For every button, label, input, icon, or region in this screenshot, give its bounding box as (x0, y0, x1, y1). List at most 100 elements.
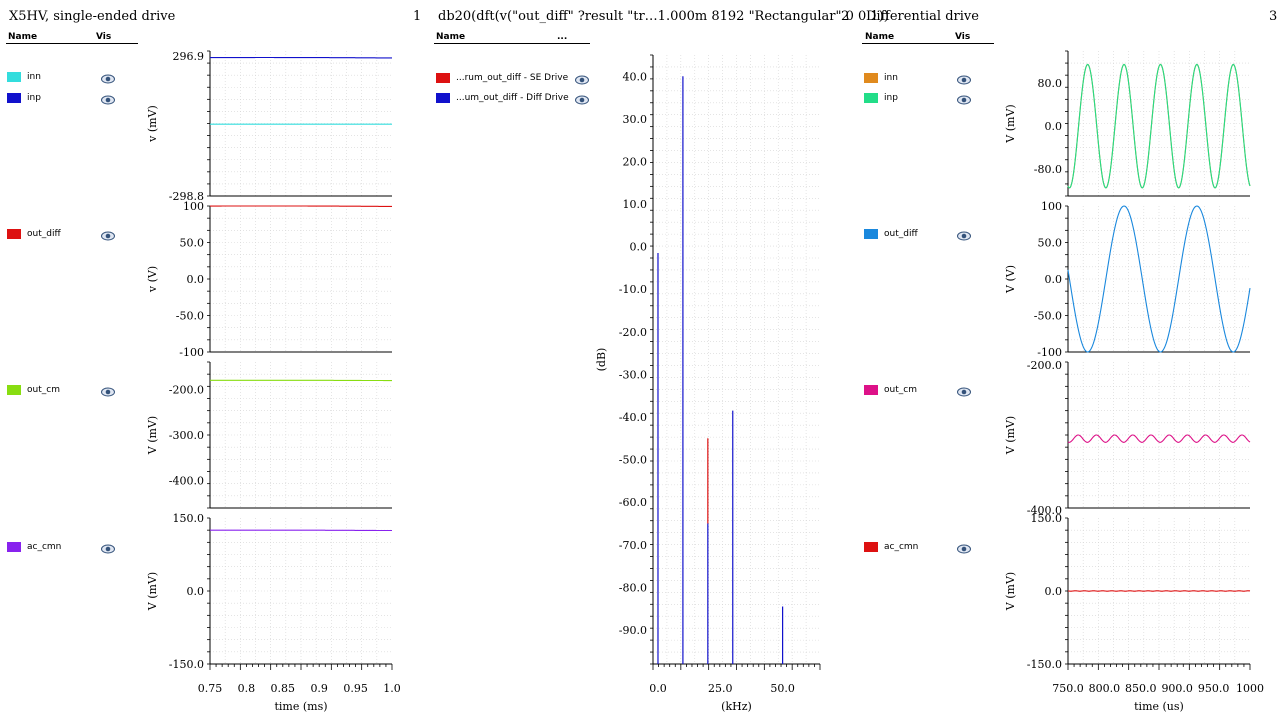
eye-icon[interactable] (957, 231, 971, 241)
y-tick-label: -300.0 (169, 429, 204, 442)
trace-label: ...um_out_diff - Diff Drive (456, 93, 569, 103)
y-axis-label: V (mV) (1004, 104, 1017, 143)
waveform-trace-inp (1067, 63, 1251, 189)
y-tick-label: 40.0 (623, 70, 648, 83)
legend-item-inn[interactable]: inn (864, 73, 898, 83)
y-tick-label: -40.0 (619, 411, 647, 424)
legend-1-divider (6, 43, 138, 44)
legend-item-se-drive[interactable]: ...rum_out_diff - SE Drive (436, 73, 568, 83)
legend-2-vis-header: ... (557, 32, 568, 42)
legend-item-out-diff[interactable]: out_diff (7, 229, 61, 239)
eye-icon[interactable] (957, 75, 971, 85)
y-axis-label: V (mV) (1004, 416, 1017, 455)
y-tick-label: -100 (179, 346, 204, 359)
x-tick-label: 850.0 (1125, 682, 1157, 695)
panel-2-number: 2 (841, 9, 850, 24)
y-axis-label: V (mV) (146, 572, 159, 611)
y-tick-label: 150.0 (1031, 512, 1063, 525)
trace-label: inp (27, 93, 41, 103)
eye-icon[interactable] (575, 75, 589, 85)
legend-1-name-header: Name (8, 32, 38, 42)
x-tick-label: 0.75 (198, 682, 223, 695)
trace-label: out_diff (27, 229, 61, 239)
eye-icon[interactable] (957, 544, 971, 554)
trace-color-swatch (7, 542, 21, 552)
trace-label: inp (884, 93, 898, 103)
eye-icon[interactable] (957, 95, 971, 105)
waveform-trace-out-diff (1067, 205, 1251, 353)
y-tick-label: 0.0 (1045, 273, 1063, 286)
trace-label: inn (884, 73, 898, 83)
y-tick-label: -200.0 (169, 383, 204, 396)
x-tick-label: 800.0 (1089, 682, 1121, 695)
legend-item-inp[interactable]: inp (7, 93, 41, 103)
y-tick-label: 0.0 (630, 241, 648, 254)
legend-item-ac-cmn[interactable]: ac_cmn (7, 542, 61, 552)
trace-color-swatch (7, 72, 21, 82)
panel-1-number: 1 (413, 9, 422, 24)
x-tick-label: 50.0 (770, 682, 795, 695)
legend-item-out-diff[interactable]: out_diff (864, 229, 918, 239)
y-axis-label: v (V) (146, 266, 159, 293)
legend-item-inp[interactable]: inp (864, 93, 898, 103)
x-tick-label: 1000 (1236, 682, 1264, 695)
y-tick-label: 80.0 (1038, 77, 1063, 90)
trace-color-swatch (7, 385, 21, 395)
y-tick-label: -60.0 (619, 496, 647, 509)
eye-icon[interactable] (101, 387, 115, 397)
trace-color-swatch (864, 229, 878, 239)
y-tick-label: -80.0 (619, 581, 647, 594)
x-tick-label: 0.8 (238, 682, 256, 695)
legend-item-out-cm[interactable]: out_cm (7, 385, 60, 395)
trace-color-swatch (864, 542, 878, 552)
trace-color-swatch (436, 93, 450, 103)
trace-color-swatch (7, 229, 21, 239)
trace-color-swatch (436, 73, 450, 83)
legend-item-diff-drive[interactable]: ...um_out_diff - Diff Drive (436, 93, 569, 103)
y-tick-label: 0.0 (187, 585, 205, 598)
waveform-trace-out-cm (1067, 434, 1251, 443)
trace-color-swatch (864, 385, 878, 395)
y-tick-label: -298.8 (169, 190, 204, 203)
y-tick-label: -90.0 (619, 624, 647, 637)
y-tick-label: 0.0 (1045, 585, 1063, 598)
y-tick-label: 0.0 (187, 273, 205, 286)
trace-label: ac_cmn (884, 542, 919, 552)
y-tick-label: 0.0 (1045, 120, 1063, 133)
eye-icon[interactable] (575, 95, 589, 105)
legend-3-vis-header: Vis (955, 32, 971, 42)
legend-item-out-cm[interactable]: out_cm (864, 385, 917, 395)
legend-item-inn[interactable]: inn (7, 72, 41, 82)
x-axis-label: time (ms) (274, 700, 327, 713)
y-tick-label: 150.0 (173, 512, 205, 525)
legend-2-name-header: Name (436, 32, 466, 42)
y-tick-label: 100 (1041, 200, 1062, 213)
y-tick-label: -80.0 (1034, 163, 1062, 176)
y-axis-label: V (mV) (1004, 572, 1017, 611)
y-tick-label: -400.0 (1027, 504, 1062, 517)
trace-label: out_cm (27, 385, 60, 395)
panel-3-title: Differential drive (866, 9, 979, 24)
legend-3-name-header: Name (865, 32, 895, 42)
x-tick-label: 750.0 (1052, 682, 1084, 695)
trace-label: out_cm (884, 385, 917, 395)
eye-icon[interactable] (101, 544, 115, 554)
y-tick-label: -200.0 (1027, 359, 1062, 372)
y-tick-label: 50.0 (1038, 237, 1063, 250)
eye-icon[interactable] (101, 95, 115, 105)
y-tick-label: 10.0 (623, 198, 648, 211)
x-tick-label: 0.0 (649, 682, 667, 695)
x-tick-label: 1.0 (383, 682, 401, 695)
y-axis-label: V (V) (1004, 265, 1017, 294)
legend-item-ac-cmn[interactable]: ac_cmn (864, 542, 918, 552)
x-tick-label: 900.0 (1161, 682, 1193, 695)
y-tick-label: 100 (183, 200, 204, 213)
trace-label: inn (27, 72, 41, 82)
eye-icon[interactable] (957, 387, 971, 397)
eye-icon[interactable] (101, 231, 115, 241)
eye-icon[interactable] (101, 74, 115, 84)
y-axis-label: V (mV) (146, 416, 159, 455)
y-tick-label: -20.0 (619, 326, 647, 339)
panel-1-title: X5HV, single-ended drive (9, 9, 176, 24)
